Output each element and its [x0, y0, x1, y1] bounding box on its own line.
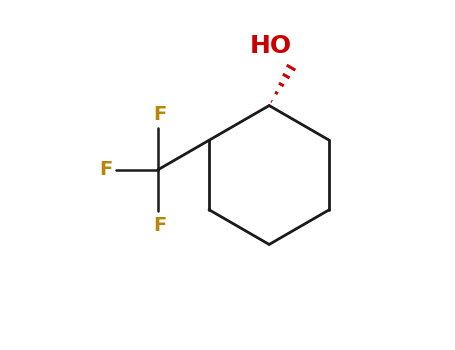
Text: F: F [153, 216, 166, 234]
Text: HO: HO [250, 34, 292, 58]
Text: F: F [153, 105, 166, 124]
Text: F: F [99, 160, 112, 179]
